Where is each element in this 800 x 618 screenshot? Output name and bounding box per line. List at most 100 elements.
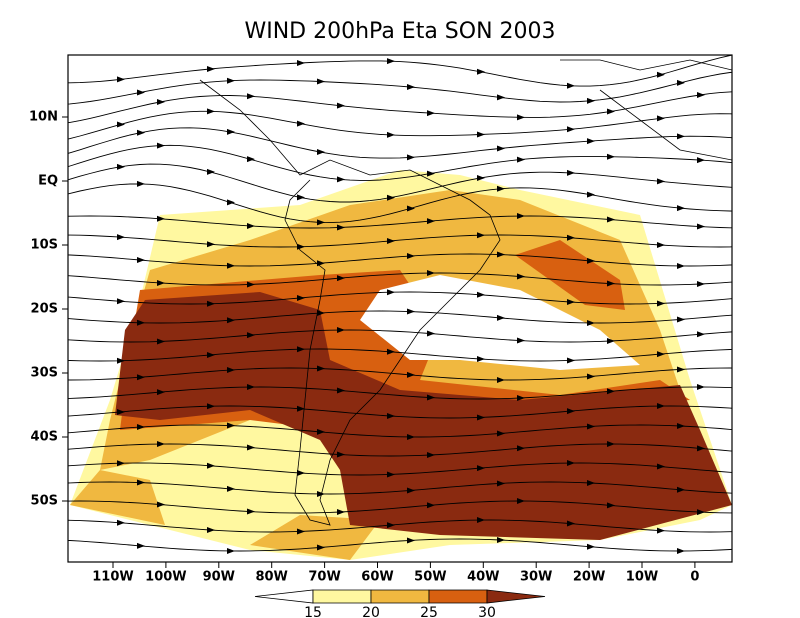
stream-arrow (677, 486, 685, 493)
longitude-axis: 110W 100W 90W 80W 70W 60W 50W 40W 30W 20W 10W 0 (92, 562, 699, 585)
lon-label: 90W (203, 570, 235, 585)
stream-arrow (247, 332, 255, 339)
stream-arrow (607, 108, 615, 115)
lon-label: 40W (467, 570, 499, 585)
stream-arrow (587, 423, 595, 430)
streamline (68, 144, 732, 181)
stream-arrow (657, 527, 665, 534)
stream-arrow (517, 498, 525, 505)
stream-arrow (207, 108, 215, 115)
stream-arrow (697, 445, 705, 452)
stream-arrow (567, 82, 575, 89)
stream-arrow (297, 294, 305, 301)
stream-arrow (477, 465, 485, 472)
stream-arrow (497, 480, 505, 487)
streamline (68, 234, 732, 248)
stream-arrow (227, 262, 235, 269)
stream-arrow (117, 357, 125, 364)
stream-arrow (477, 291, 485, 298)
stream-arrow (477, 175, 485, 182)
stream-arrow (567, 234, 575, 241)
stream-arrow (337, 327, 345, 334)
lat-label: EQ (38, 174, 58, 189)
stream-arrow (677, 316, 685, 323)
stream-arrow (607, 153, 615, 160)
stream-arrow (247, 508, 255, 515)
stream-arrow (297, 243, 305, 250)
stream-arrow (407, 537, 415, 544)
stream-arrow (697, 509, 705, 516)
stream-arrow (517, 395, 525, 402)
lon-label: 100W (145, 570, 186, 585)
streamline (68, 348, 732, 362)
stream-arrow (407, 253, 415, 260)
stream-arrow (117, 408, 125, 415)
stream-arrow (387, 237, 395, 244)
stream-arrow (587, 479, 595, 486)
stream-arrow (697, 91, 705, 98)
stream-arrow (657, 403, 665, 410)
stream-arrow (157, 338, 165, 345)
lon-label: 60W (361, 570, 393, 585)
colorbar-label: 20 (362, 605, 380, 618)
stream-arrow (477, 68, 485, 75)
stream-arrow (227, 367, 235, 374)
stream-arrow (607, 441, 615, 448)
stream-arrow (587, 191, 595, 198)
stream-arrow (117, 298, 125, 305)
stream-arrow (387, 194, 395, 201)
stream-arrow (427, 110, 435, 117)
stream-arrow (567, 408, 575, 415)
stream-arrow (317, 219, 325, 226)
stream-arrow (157, 501, 165, 508)
stream-arrow (137, 257, 145, 264)
lon-label: 110W (92, 570, 133, 585)
stream-arrow (227, 547, 235, 554)
stream-arrow (567, 460, 575, 467)
stream-arrow (207, 168, 215, 175)
streamline (68, 462, 732, 476)
streamline (68, 500, 732, 514)
stream-arrow (117, 163, 125, 170)
stream-arrow (677, 79, 685, 86)
stream-arrow (317, 260, 325, 267)
fill-region (360, 275, 640, 370)
stream-arrow (567, 126, 575, 133)
stream-arrow (657, 71, 665, 78)
stream-arrow (207, 300, 215, 307)
streamline (68, 163, 732, 203)
colorbar-segment (254, 589, 314, 604)
stream-arrow (247, 281, 255, 288)
stream-arrow (427, 502, 435, 509)
stream-arrow (407, 205, 415, 212)
stream-arrow (137, 89, 145, 96)
stream-arrow (207, 241, 215, 248)
coastline (560, 59, 732, 161)
stream-arrow (117, 121, 125, 128)
stream-arrow (407, 84, 415, 91)
streamline (68, 538, 732, 552)
colorbar-segment (312, 589, 372, 604)
stream-arrow (657, 351, 665, 358)
stream-arrow (657, 463, 665, 470)
stream-arrow (297, 120, 305, 127)
stream-arrow (657, 115, 665, 122)
streamline (68, 127, 732, 159)
stream-arrow (697, 223, 705, 230)
stream-arrow (497, 145, 505, 152)
stream-arrow (207, 351, 215, 358)
streamline (68, 55, 732, 87)
stream-arrow (567, 520, 575, 527)
stream-arrow (297, 469, 305, 476)
lon-label: 80W (255, 570, 287, 585)
stream-arrow (607, 338, 615, 345)
stream-arrow (337, 176, 345, 183)
stream-arrow (157, 142, 165, 149)
stream-arrow (567, 169, 575, 176)
lon-label: 30W (520, 570, 552, 585)
stream-arrow (587, 257, 595, 264)
stream-arrow (427, 452, 435, 459)
stream-arrow (297, 60, 305, 67)
stream-arrow (247, 384, 255, 391)
lat-label: 30S (31, 366, 58, 381)
